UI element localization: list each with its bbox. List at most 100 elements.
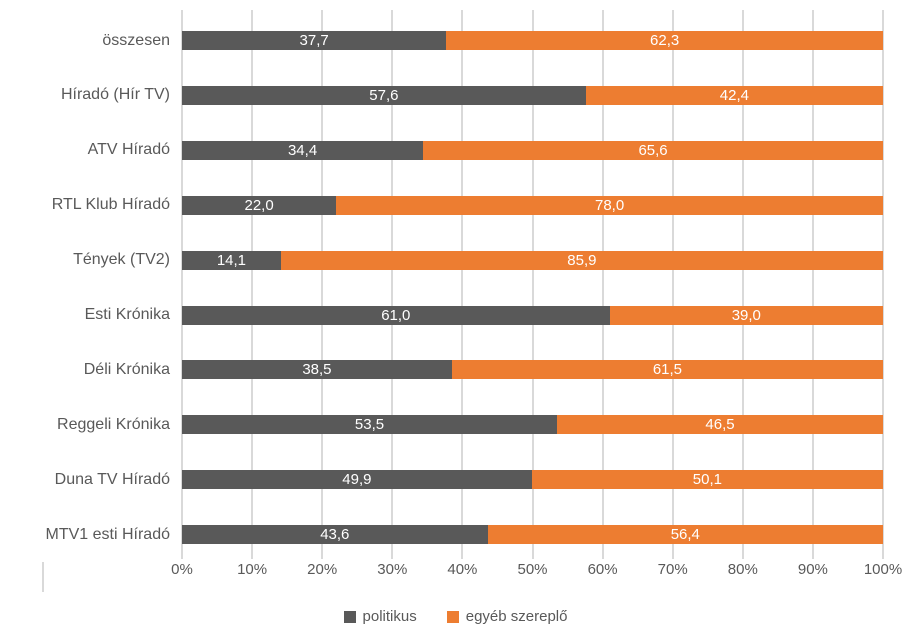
bar-segment-politikus: 43,6 [182,525,488,545]
bar-segment-politikus: 14,1 [182,250,281,270]
bar-value-label: 39,0 [731,306,761,324]
bar-value-label: 46,5 [705,416,735,434]
bar-value-label: 34,4 [287,141,318,159]
bar-segment-egyeb-szereplo: 56,4 [487,525,883,545]
bar-track: 38,5 61,5 [182,360,883,380]
gridline [251,10,254,559]
bar-row: Duna TV Híradó 49,9 50,1 [55,449,883,504]
x-tick-label: 70% [657,561,688,578]
bar-track: 49,9 50,1 [182,470,883,490]
bar-value-label: 53,5 [354,416,385,434]
category-label: ATV Híradó [87,141,170,159]
category-label: összesen [102,31,170,49]
x-tick-label: 40% [447,561,478,578]
bar-row: összesen 37,7 62,3 [102,10,883,65]
x-tick-label: 0% [171,561,193,578]
bar-track: 22,0 78,0 [182,195,883,215]
gridline [391,10,394,559]
bar-value-label: 61,0 [381,306,411,324]
gridline [461,10,464,559]
x-tick-label: 60% [587,561,618,578]
gridline [531,10,534,559]
bar-track: 57,6 42,4 [182,85,883,105]
gridline [181,10,183,559]
bar-segment-politikus: 49,9 [182,470,532,490]
bar-value-label: 85,9 [567,251,597,269]
x-tick-label: 90% [797,561,828,578]
x-tick-label: 20% [307,561,338,578]
bar-value-label: 38,5 [302,361,332,379]
bar-segment-egyeb-szereplo: 65,6 [423,140,883,160]
category-label: Reggeli Krónika [57,415,170,433]
bar-segment-politikus: 61,0 [182,305,610,325]
bar-rows: összesen 37,7 62,3 Híradó (Hír TV) 57,6 42,4 A… [46,10,883,559]
bar-value-label: 14,1 [216,251,247,269]
x-tick-label: 10% [237,561,268,578]
bar-value-label: 49,9 [342,471,372,489]
bar-value-label: 37,7 [299,32,329,49]
bar-segment-politikus: 22,0 [182,195,337,215]
category-axis-tick [42,562,44,592]
bar-row: RTL Klub Híradó 22,0 78,0 [52,175,883,230]
bar-track: 43,6 56,4 [182,525,883,545]
gridline [321,10,324,559]
bar-row: Déli Krónika 38,5 61,5 [84,339,883,394]
x-axis: 0% 10% 20% 30% 40% 50% 60% 70% 80% 90% 100% [171,561,902,585]
bar-value-label: 56,4 [670,526,700,544]
category-label: Déli Krónika [83,360,170,378]
x-tick-label: 50% [517,561,548,578]
category-label: MTV1 esti Híradó [45,525,170,543]
x-tick-label: 100% [863,561,903,578]
legend-item-politikus: politikus [343,608,417,625]
legend-label-egyeb-szereplo: egyéb szereplő [465,608,568,625]
legend-label-politikus: politikus [362,608,417,625]
bar-segment-politikus: 37,7 [182,31,447,50]
bar-value-label: 78,0 [595,196,625,214]
bar-segment-egyeb-szereplo: 50,1 [531,470,883,490]
bar-segment-politikus: 34,4 [182,140,424,160]
gridline [671,10,674,559]
bar-value-label: 65,6 [638,141,668,159]
bar-row: Esti Krónika 61,0 39,0 [85,285,883,340]
bar-track: 61,0 39,0 [182,305,883,325]
bar-segment-politikus: 57,6 [182,85,586,105]
bar-value-label: 62,3 [650,32,680,49]
x-tick-label: 30% [377,561,408,578]
gridline [741,10,744,559]
bar-segment-politikus: 53,5 [182,415,558,435]
gridline [811,10,814,559]
legend-item-egyeb-szereplo: egyéb szereplő [446,608,568,625]
bar-value-label: 42,4 [719,86,749,104]
category-label: Esti Krónika [84,306,170,324]
bar-track: 53,5 46,5 [182,415,883,435]
bar-segment-egyeb-szereplo: 61,5 [451,360,883,380]
bar-segment-egyeb-szereplo: 85,9 [280,250,883,270]
bar-segment-egyeb-szereplo: 46,5 [557,415,883,435]
gridline [601,10,604,559]
bar-segment-egyeb-szereplo: 78,0 [336,195,883,215]
plot-area: összesen 37,7 62,3 Híradó (Hír TV) 57,6 42,4 A… [46,10,884,559]
bar-track: 37,7 62,3 [182,31,883,50]
bar-value-label: 43,6 [320,526,350,544]
bar-segment-politikus: 38,5 [182,360,452,380]
bar-value-label: 22,0 [244,196,274,214]
bar-value-label: 61,5 [652,361,683,379]
x-tick-label: 80% [727,561,758,578]
bar-row: ATV Híradó 34,4 65,6 [88,120,883,175]
bar-segment-egyeb-szereplo: 62,3 [446,31,883,50]
gridline [882,10,884,559]
bar-track: 34,4 65,6 [182,140,883,160]
bar-value-label: 57,6 [369,86,399,104]
category-label: RTL Klub Híradó [51,196,170,214]
legend-swatch-egyeb-szereplo [446,610,459,623]
legend-swatch-politikus [343,610,356,623]
bar-segment-egyeb-szereplo: 42,4 [585,85,883,105]
bar-track: 14,1 85,9 [182,250,883,270]
legend: politikus egyéb szereplő [0,608,911,625]
bar-row: Tények (TV2) 14,1 85,9 [73,230,883,285]
bar-row: MTV1 esti Híradó 43,6 56,4 [46,504,883,559]
bar-value-label: 50,1 [692,471,722,489]
category-label: Híradó (Hír TV) [60,86,170,104]
bar-segment-egyeb-szereplo: 39,0 [609,305,883,325]
